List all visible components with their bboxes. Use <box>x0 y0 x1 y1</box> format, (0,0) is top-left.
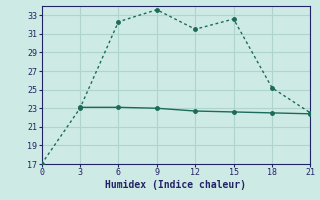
X-axis label: Humidex (Indice chaleur): Humidex (Indice chaleur) <box>106 180 246 190</box>
